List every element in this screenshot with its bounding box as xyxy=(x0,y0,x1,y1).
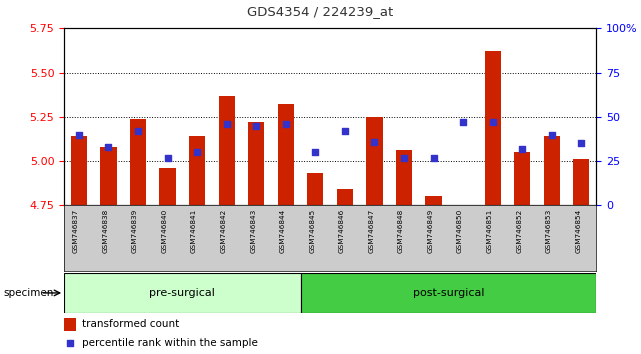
Text: GSM746851: GSM746851 xyxy=(487,209,493,253)
Bar xyxy=(366,117,383,205)
Text: percentile rank within the sample: percentile rank within the sample xyxy=(81,338,258,348)
Text: GSM746853: GSM746853 xyxy=(545,209,552,253)
Bar xyxy=(485,51,501,205)
Bar xyxy=(130,119,146,205)
Point xyxy=(103,144,113,150)
Point xyxy=(428,155,438,160)
Bar xyxy=(573,159,590,205)
Point xyxy=(488,119,498,125)
Bar xyxy=(301,273,596,313)
Point xyxy=(281,121,291,127)
Text: GSM746854: GSM746854 xyxy=(576,209,581,253)
Bar xyxy=(544,136,560,205)
Text: GSM746846: GSM746846 xyxy=(339,209,345,253)
Point xyxy=(65,340,75,346)
Point xyxy=(74,132,84,137)
Text: GSM746850: GSM746850 xyxy=(457,209,463,253)
Bar xyxy=(455,205,471,207)
Text: GSM746844: GSM746844 xyxy=(279,209,286,253)
Bar xyxy=(337,189,353,205)
Text: transformed count: transformed count xyxy=(81,319,179,329)
Point xyxy=(369,139,379,144)
Text: GSM746841: GSM746841 xyxy=(191,209,197,253)
Bar xyxy=(71,136,87,205)
Text: GSM746839: GSM746839 xyxy=(132,209,138,253)
Text: GSM746837: GSM746837 xyxy=(73,209,79,253)
Text: GSM746840: GSM746840 xyxy=(162,209,167,253)
Point xyxy=(310,149,320,155)
Bar xyxy=(307,173,324,205)
Point xyxy=(251,123,262,129)
Point xyxy=(162,155,172,160)
Text: GSM746848: GSM746848 xyxy=(398,209,404,253)
Text: GSM746843: GSM746843 xyxy=(250,209,256,253)
Text: GSM746852: GSM746852 xyxy=(516,209,522,253)
Point xyxy=(340,128,350,134)
Text: GSM746849: GSM746849 xyxy=(428,209,433,253)
Bar xyxy=(396,150,412,205)
Bar xyxy=(248,122,264,205)
Text: post-surgical: post-surgical xyxy=(413,288,484,298)
Bar xyxy=(514,152,530,205)
Text: GSM746847: GSM746847 xyxy=(369,209,374,253)
Text: GSM746845: GSM746845 xyxy=(310,209,315,253)
Text: GDS4354 / 224239_at: GDS4354 / 224239_at xyxy=(247,5,394,18)
Text: GSM746838: GSM746838 xyxy=(103,209,108,253)
Point xyxy=(222,121,232,127)
Point xyxy=(133,128,143,134)
Point xyxy=(458,119,468,125)
Bar xyxy=(278,104,294,205)
Bar xyxy=(64,318,76,331)
Point xyxy=(547,132,557,137)
Point xyxy=(517,146,528,152)
Bar xyxy=(100,147,117,205)
Point xyxy=(576,141,587,146)
Bar xyxy=(426,196,442,205)
Point xyxy=(192,149,203,155)
Text: pre-surgical: pre-surgical xyxy=(149,288,215,298)
Bar xyxy=(189,136,205,205)
Point xyxy=(399,155,409,160)
Text: GSM746842: GSM746842 xyxy=(221,209,227,253)
Bar xyxy=(219,96,235,205)
Bar xyxy=(160,168,176,205)
Bar xyxy=(64,273,301,313)
Text: specimen: specimen xyxy=(3,288,54,298)
